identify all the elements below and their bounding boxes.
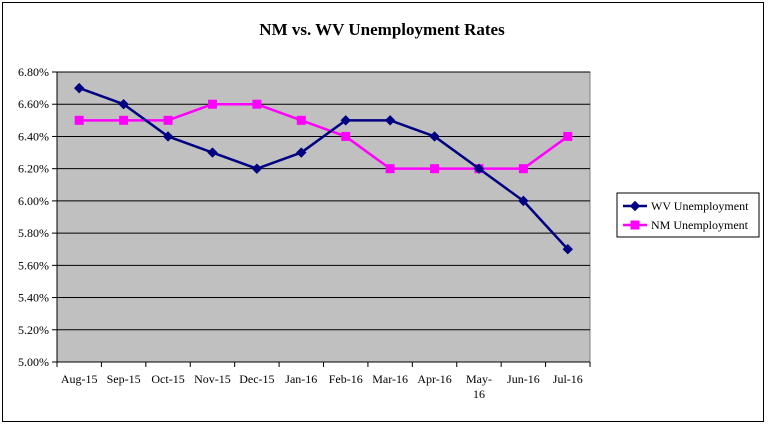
legend-entry: NM Unemployment [623,218,749,232]
y-tick-label: 6.60% [18,97,49,111]
nm-unemployment-point [252,99,262,109]
x-tick-label: Jan-16 [285,372,317,386]
legend: WV Unemployment NM Unemployment [616,192,760,238]
chart-title: NM vs. WV Unemployment Rates [259,20,505,39]
legend-swatch-marker [629,200,641,212]
y-tick-label: 6.40% [18,129,49,143]
y-tick-label: 5.40% [18,291,49,305]
legend-label: WV Unemployment [651,199,749,213]
nm-unemployment-point [518,164,528,174]
wv-unemployment-point [207,147,218,158]
y-tick-label: 5.60% [18,258,49,272]
y-tick-label: 5.00% [18,355,49,369]
x-tick-label: Nov-15 [194,372,231,386]
x-tick-label: Sep-15 [107,372,141,386]
nm-unemployment-point [119,115,129,125]
legend-swatch-marker [630,220,640,230]
nm-unemployment-point [296,115,306,125]
x-tick-label: Oct-15 [151,372,184,386]
nm-unemployment-point [74,115,84,125]
y-tick-label: 6.80% [18,65,49,79]
wv-unemployment-point [518,195,529,207]
legend-label: NM Unemployment [651,218,749,232]
legend-entry: WV Unemployment [623,199,749,213]
nm-unemployment-point [563,131,573,141]
wv-unemployment-point [296,147,307,158]
wv-unemployment-point [162,131,174,142]
plot-background [56,71,591,363]
wv-unemployment-point [473,163,485,174]
nm-unemployment-point [385,164,395,174]
y-tick-label: 6.00% [18,194,49,208]
x-tick-label: Feb-16 [329,372,363,386]
x-tick-label: Aug-15 [61,372,98,386]
nm-unemployment-point [341,131,351,141]
nm-unemployment-line [79,102,569,170]
wv-unemployment-line [78,86,569,251]
x-tick-label: May-16 [466,372,492,401]
y-tick-label: 6.20% [18,162,49,176]
nm-unemployment-point [207,99,217,109]
x-tick-label: Dec-15 [239,372,274,386]
y-tick-label: 5.80% [18,226,49,240]
x-tick-label: Mar-16 [372,372,408,386]
plot-area: 5.00% 5.20% 5.40% 5.60% 5.80% 6.00% 6.20% 6.40%… [18,65,591,401]
y-tick-label: 5.20% [18,323,49,337]
wv-unemployment-point [562,244,573,255]
legend-box [616,192,760,238]
nm-unemployment-point [430,164,440,174]
wv-unemployment-point [74,82,85,94]
x-tick-label: Jul-16 [553,372,583,386]
x-tick-label: Jun-16 [507,372,540,386]
wv-unemployment-point [340,115,351,126]
x-tick-label: Apr-16 [417,372,451,386]
wv-unemployment-point [384,115,396,126]
nm-unemployment-point [163,115,173,125]
wv-unemployment-point [429,131,440,142]
wv-unemployment-point [118,99,129,110]
wv-unemployment-point [251,163,263,174]
